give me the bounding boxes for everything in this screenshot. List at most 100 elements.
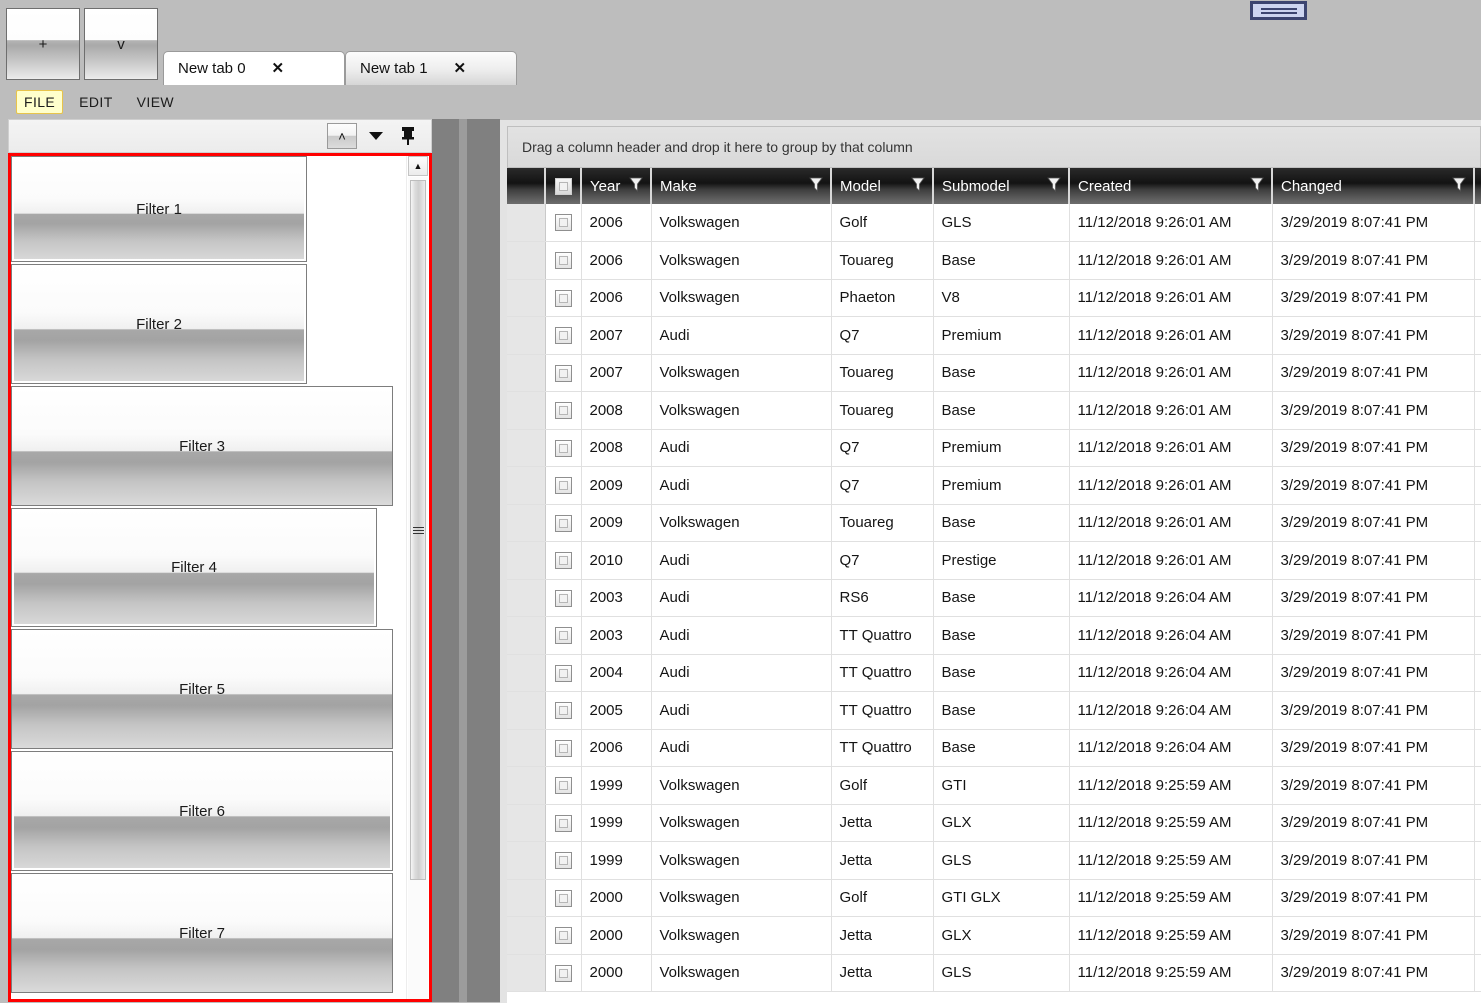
row-checkbox-cell[interactable] <box>545 916 582 955</box>
row-checkbox-cell[interactable] <box>545 954 582 992</box>
row-checkbox[interactable] <box>554 327 572 345</box>
filter-funnel-icon[interactable] <box>1250 177 1264 193</box>
tab-0[interactable]: New tab 0 ✕ <box>163 51 345 85</box>
row-checkbox-cell[interactable] <box>545 879 582 917</box>
row-checkbox-cell[interactable] <box>545 541 582 580</box>
row-indicator[interactable] <box>507 616 546 655</box>
grid-header-changed[interactable]: Changed <box>1272 168 1475 204</box>
row-checkbox[interactable] <box>554 552 572 570</box>
row-indicator[interactable] <box>507 916 546 955</box>
row-indicator[interactable] <box>507 841 546 880</box>
row-checkbox[interactable] <box>554 252 572 270</box>
row-indicator[interactable] <box>507 879 546 917</box>
row-indicator[interactable] <box>507 954 546 992</box>
row-checkbox[interactable] <box>554 739 572 757</box>
row-checkbox-cell[interactable] <box>545 504 582 542</box>
row-checkbox-cell[interactable] <box>545 391 582 430</box>
table-row[interactable]: 2009 Volkswagen Touareg Base 11/12/2018 9:26… <box>507 504 1481 542</box>
group-by-drop-area[interactable]: Drag a column header and drop it here to… <box>507 126 1481 168</box>
row-checkbox-cell[interactable] <box>545 429 582 467</box>
grid-header-submodel[interactable]: Submodel <box>933 168 1070 204</box>
table-row[interactable]: 2003 Audi RS6 Base 11/12/2018 9:26:04 AM 3/29… <box>507 579 1481 617</box>
row-indicator[interactable] <box>507 729 546 767</box>
pin-icon[interactable] <box>395 123 421 149</box>
filter-button-7[interactable]: Filter 7 <box>11 873 393 993</box>
table-row[interactable]: 2006 Volkswagen Golf GLS 11/12/2018 9:26:01 … <box>507 204 1481 242</box>
tab-close-icon[interactable]: ✕ <box>271 60 285 77</box>
row-checkbox-cell[interactable] <box>545 316 582 355</box>
collapse-button[interactable]: ˄ <box>327 123 357 149</box>
grid-header-make[interactable]: Make <box>651 168 832 204</box>
row-checkbox[interactable] <box>554 214 572 232</box>
row-checkbox-cell[interactable] <box>545 654 582 692</box>
row-checkbox[interactable] <box>554 589 572 607</box>
table-row[interactable]: 1999 Volkswagen Golf GTI 11/12/2018 9:25:59 … <box>507 766 1481 805</box>
row-checkbox-cell[interactable] <box>545 466 582 505</box>
row-indicator[interactable] <box>507 804 546 842</box>
row-checkbox-cell[interactable] <box>545 729 582 767</box>
row-checkbox-cell[interactable] <box>545 354 582 392</box>
table-row[interactable]: 1999 Volkswagen Jetta GLX 11/12/2018 9:25:59… <box>507 804 1481 842</box>
row-indicator[interactable] <box>507 579 546 617</box>
dock-splitter[interactable] <box>432 119 500 1002</box>
tab-list-dropdown-button[interactable]: v <box>84 8 158 80</box>
table-row[interactable]: 1999 Volkswagen Jetta GLS 11/12/2018 9:25:59… <box>507 841 1481 880</box>
row-indicator[interactable] <box>507 354 546 392</box>
row-checkbox[interactable] <box>554 927 572 945</box>
grid-header-next[interactable]: S <box>1474 168 1481 204</box>
grid-header-created[interactable]: Created <box>1069 168 1273 204</box>
filter-funnel-icon[interactable] <box>1047 177 1061 193</box>
grid-header-year[interactable]: Year <box>581 168 652 204</box>
row-checkbox-cell[interactable] <box>545 616 582 655</box>
chevron-down-icon[interactable] <box>363 123 389 149</box>
row-indicator[interactable] <box>507 541 546 580</box>
table-row[interactable]: 2009 Audi Q7 Premium 11/12/2018 9:26:01 AM 3/… <box>507 466 1481 505</box>
tab-1[interactable]: New tab 1 ✕ <box>345 51 517 85</box>
table-row[interactable]: 2000 Volkswagen Jetta GLS 11/12/2018 9:25:59… <box>507 954 1481 992</box>
table-row[interactable]: 2000 Volkswagen Golf GTI GLX 11/12/2018 9:25… <box>507 879 1481 917</box>
filter-button-1[interactable]: Filter 1 <box>11 156 307 262</box>
table-row[interactable]: 2010 Audi Q7 Prestige 11/12/2018 9:26:01 AM 3… <box>507 541 1481 580</box>
filter-button-5[interactable]: Filter 5 <box>11 629 393 749</box>
row-checkbox-cell[interactable] <box>545 204 582 242</box>
row-checkbox[interactable] <box>554 889 572 907</box>
row-checkbox-cell[interactable] <box>545 804 582 842</box>
row-checkbox[interactable] <box>554 702 572 720</box>
row-checkbox[interactable] <box>554 439 572 457</box>
filter-button-3[interactable]: Filter 3 <box>11 386 393 506</box>
table-row[interactable]: 2005 Audi TT Quattro Base 11/12/2018 9:26:04… <box>507 691 1481 730</box>
scroll-up-arrow[interactable]: ▲ <box>408 156 428 176</box>
filter-button-2[interactable]: Filter 2 <box>11 264 307 384</box>
filter-funnel-icon[interactable] <box>809 177 823 193</box>
row-indicator[interactable] <box>507 466 546 505</box>
row-indicator[interactable] <box>507 429 546 467</box>
row-checkbox[interactable] <box>554 477 572 495</box>
row-indicator[interactable] <box>507 766 546 805</box>
row-indicator[interactable] <box>507 691 546 730</box>
row-checkbox[interactable] <box>554 402 572 420</box>
menu-item-edit[interactable]: EDIT <box>79 94 113 110</box>
select-all-checkbox[interactable] <box>554 177 572 195</box>
menu-item-view[interactable]: VIEW <box>136 94 175 110</box>
grid-header-model[interactable]: Model <box>831 168 934 204</box>
table-row[interactable]: 2000 Volkswagen Jetta GLX 11/12/2018 9:25:59… <box>507 916 1481 955</box>
row-indicator[interactable] <box>507 654 546 692</box>
filter-button-4[interactable]: Filter 4 <box>11 508 377 627</box>
row-checkbox[interactable] <box>554 964 572 982</box>
row-indicator[interactable] <box>507 316 546 355</box>
scrollbar-thumb[interactable] <box>410 180 426 880</box>
row-indicator[interactable] <box>507 204 546 242</box>
table-row[interactable]: 2007 Audi Q7 Premium 11/12/2018 9:26:01 AM 3/… <box>507 316 1481 355</box>
row-checkbox-cell[interactable] <box>545 766 582 805</box>
row-checkbox-cell[interactable] <box>545 279 582 317</box>
table-row[interactable]: 2004 Audi TT Quattro Base 11/12/2018 9:26:04… <box>507 654 1481 692</box>
row-checkbox-cell[interactable] <box>545 691 582 730</box>
collapse-widget[interactable] <box>1250 1 1307 20</box>
row-checkbox[interactable] <box>554 777 572 795</box>
filter-funnel-icon[interactable] <box>1452 177 1466 193</box>
filter-funnel-icon[interactable] <box>629 177 643 193</box>
table-row[interactable]: 2006 Audi TT Quattro Base 11/12/2018 9:26:04… <box>507 729 1481 767</box>
filter-panel-scrollbar[interactable]: ▲ <box>406 156 429 999</box>
row-checkbox-cell[interactable] <box>545 841 582 880</box>
row-indicator[interactable] <box>507 241 546 280</box>
